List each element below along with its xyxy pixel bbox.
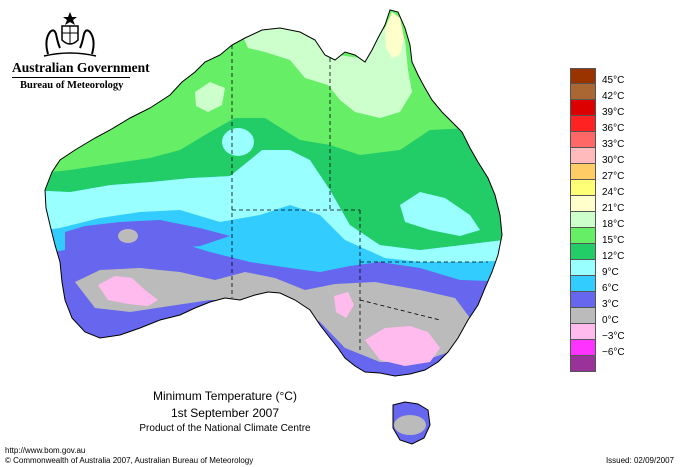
- tasmania-bands: [393, 402, 430, 444]
- bureau-title: Bureau of Meteorology: [20, 80, 124, 91]
- legend-swatch: [570, 324, 596, 340]
- legend-row: 9°C: [570, 260, 619, 278]
- legend-row: 39°C: [570, 100, 624, 118]
- legend-swatch: [570, 148, 596, 164]
- map-date: 1st September 2007: [170, 406, 280, 420]
- legend-label: 36°C: [602, 123, 625, 134]
- legend-row: −6°C: [570, 340, 625, 358]
- legend-row: 6°C: [570, 276, 619, 294]
- footer-issued: Issued: 02/09/2007: [605, 456, 674, 465]
- government-title: Australian Government: [12, 60, 150, 75]
- header-divider: [12, 77, 130, 78]
- band-9-12-nt: [222, 128, 254, 156]
- legend-label: −6°C: [602, 347, 625, 358]
- legend-swatch: [570, 132, 596, 148]
- legend-swatch: [570, 84, 596, 100]
- legend-row: 0°C: [570, 308, 619, 326]
- legend-row: 45°C: [570, 68, 624, 86]
- legend-swatch: [570, 340, 596, 356]
- legend-row: 30°C: [570, 148, 624, 166]
- state-borders: [231, 45, 488, 350]
- legend-swatch: [570, 260, 596, 276]
- legend-swatch: [570, 100, 596, 116]
- legend-row: 21°C: [570, 196, 624, 214]
- map-caption: Minimum Temperature (°C) 1st September 2…: [110, 388, 340, 436]
- legend-label: 39°C: [602, 107, 625, 118]
- legend-label: 42°C: [602, 91, 625, 102]
- legend-label: 24°C: [602, 187, 625, 198]
- band-m3-0-west: [98, 276, 158, 306]
- legend-swatch: [570, 276, 596, 292]
- band-24-27: [385, 12, 404, 58]
- map-product: Product of the National Climate Centre: [139, 423, 311, 434]
- legend-label: 12°C: [602, 251, 625, 262]
- legend-swatch: [570, 356, 596, 372]
- legend-label: 33°C: [602, 139, 625, 150]
- legend-row: 36°C: [570, 116, 624, 134]
- legend-label: 9°C: [602, 267, 619, 278]
- legend-row: −3°C: [570, 324, 625, 342]
- legend-swatch: [570, 196, 596, 212]
- legend-label: 6°C: [602, 283, 619, 294]
- legend-label: 45°C: [602, 75, 625, 86]
- legend-swatch: [570, 308, 596, 324]
- legend-swatch: [570, 164, 596, 180]
- coat-of-arms-icon: [43, 12, 97, 57]
- legend-label: 27°C: [602, 171, 625, 182]
- tasmania-outline: [392, 401, 431, 445]
- band-18-21-kimberley: [195, 82, 225, 112]
- legend-label: 0°C: [602, 315, 619, 326]
- band-9-12-qld: [400, 192, 480, 236]
- legend-label: 3°C: [602, 299, 619, 310]
- legend-row: 3°C: [570, 292, 619, 310]
- legend-row: 24°C: [570, 180, 624, 198]
- legend-label: 21°C: [602, 203, 625, 214]
- band-3-6-west: [65, 220, 230, 256]
- temperature-legend: 45°C 42°C 39°C 36°C 33°C 30°C 27°C 24°C 21°C 18°C…: [570, 68, 625, 372]
- legend-row: 42°C: [570, 84, 624, 102]
- band-18-21-north: [240, 22, 412, 118]
- legend-row: [570, 356, 605, 372]
- legend-label: 18°C: [602, 219, 625, 230]
- footer-url[interactable]: http://www.bom.gov.au: [5, 446, 86, 455]
- band-0-3-west: [118, 229, 138, 243]
- legend-row: 27°C: [570, 164, 624, 182]
- legend-swatch: [570, 180, 596, 196]
- legend-label: 15°C: [602, 235, 625, 246]
- legend-row: 12°C: [570, 244, 624, 262]
- legend-swatch: [570, 68, 596, 84]
- band-9-12: [45, 150, 502, 262]
- band-m3-0-southeast: [365, 326, 440, 366]
- legend-swatch: [570, 228, 596, 244]
- legend-row: 15°C: [570, 228, 624, 246]
- legend-swatch: [570, 292, 596, 308]
- footer-copyright: © Commonwealth of Australia 2007, Austra…: [5, 456, 254, 465]
- legend-label: 30°C: [602, 155, 625, 166]
- legend-label: −3°C: [602, 331, 625, 342]
- legend-swatch: [570, 212, 596, 228]
- mainland-outline: [44, 9, 503, 377]
- band-m3-0-sa: [334, 292, 354, 318]
- legend-row: 18°C: [570, 212, 624, 230]
- legend-swatch: [570, 244, 596, 260]
- legend-row: 33°C: [570, 132, 624, 150]
- map-title: Minimum Temperature (°C): [153, 389, 297, 403]
- legend-swatch: [570, 116, 596, 132]
